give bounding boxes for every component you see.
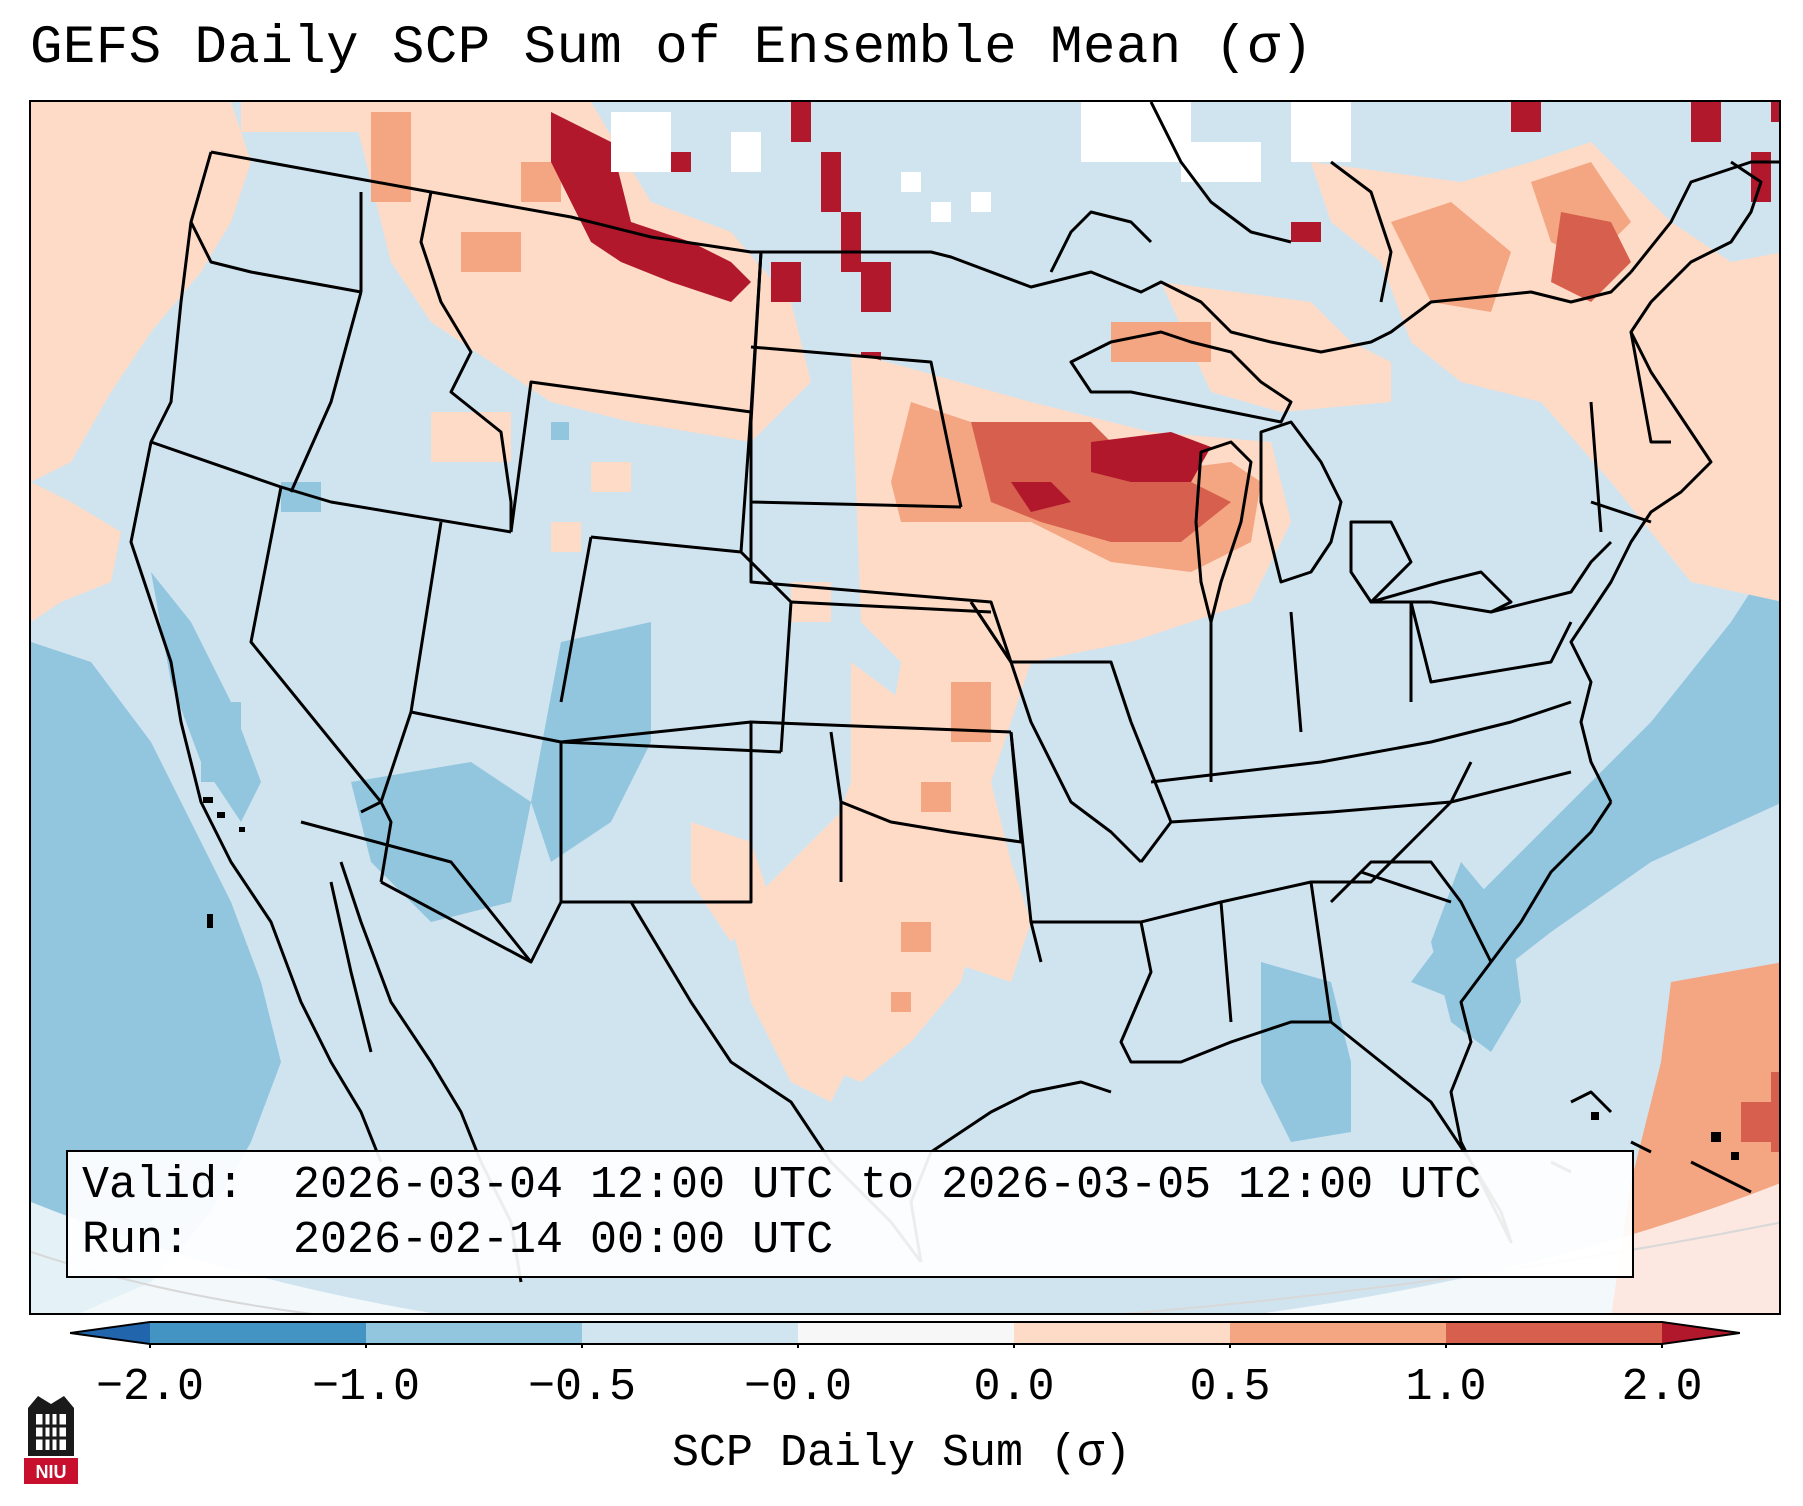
colorbar-tick-label: 1.0 <box>1405 1362 1487 1413</box>
projection-edge <box>31 1183 1779 1313</box>
valid-value: 2026-03-04 12:00 UTC to 2026-03-05 12:00… <box>293 1160 1482 1211</box>
run-label: Run: <box>82 1215 191 1266</box>
colorbar-bin-2 <box>366 1322 582 1344</box>
field-pacific-negative <box>31 572 281 1313</box>
niu-logo-icon: NIU <box>24 1396 78 1484</box>
field-plains-mid <box>891 782 951 1012</box>
colorbar-tick-label: −2.0 <box>95 1362 205 1413</box>
map-title: GEFS Daily SCP Sum of Ensemble Mean (σ) <box>30 18 1314 79</box>
colorbar-tick-label: −0.5 <box>527 1362 637 1413</box>
field-pacific-nw-positive <box>31 102 361 622</box>
colorbar-tick-label: 2.0 <box>1621 1362 1703 1413</box>
field-north-white <box>611 102 1351 222</box>
state-borders <box>129 102 1779 1283</box>
map-canvas <box>31 102 1779 1313</box>
colorbar <box>70 1321 1740 1348</box>
colorbar-bin-3 <box>582 1322 798 1344</box>
colorbar-tick-label: −1.0 <box>311 1362 421 1413</box>
map-panel <box>29 100 1781 1315</box>
field-midwest-max <box>1011 102 1779 512</box>
field-midwest-high <box>971 212 1779 1152</box>
colorbar-bin-7 <box>1446 1322 1662 1344</box>
colorbar-tick-label: 0.5 <box>1189 1362 1271 1413</box>
field-prairies-mid <box>371 112 561 272</box>
valid-label: Valid: <box>82 1160 245 1211</box>
colorbar-tick-label: −0.0 <box>743 1362 853 1413</box>
colorbar-under-arrow <box>70 1322 150 1344</box>
field-prairies-positive <box>351 102 811 492</box>
colorbar-tick-marks <box>149 1344 1663 1348</box>
run-row: Run: 2026-02-14 00:00 UTC <box>82 1213 1618 1268</box>
logo-text: NIU <box>36 1462 67 1482</box>
colorbar-over-arrow <box>1662 1322 1740 1344</box>
colorbar-tick-label: 0.0 <box>973 1362 1055 1413</box>
colorbar-bin-4 <box>798 1322 1014 1344</box>
run-value: 2026-02-14 00:00 UTC <box>293 1215 834 1266</box>
colorbar-bin-6 <box>1230 1322 1446 1344</box>
islands <box>203 797 1739 1160</box>
validity-info-box: Valid: 2026-03-04 12:00 UTC to 2026-03-0… <box>66 1150 1634 1278</box>
colorbar-label: SCP Daily Sum (σ) <box>671 1428 1132 1479</box>
colorbar-bin-5 <box>1014 1322 1230 1344</box>
valid-row: Valid: 2026-03-04 12:00 UTC to 2026-03-0… <box>82 1158 1618 1213</box>
colorbar-bin-1 <box>150 1322 366 1344</box>
